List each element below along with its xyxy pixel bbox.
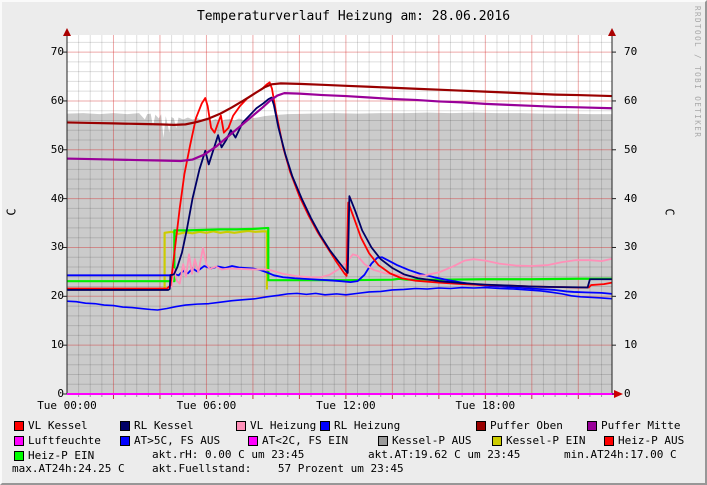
chart-title: Temperaturverlauf Heizung am: 28.06.2016 [196, 9, 511, 24]
legend-label: Luftfeuchte [28, 434, 101, 447]
y-tick-label-right: 70 [624, 45, 638, 59]
series-rl-kessel [67, 96, 612, 291]
y-axis-unit-right: C [662, 208, 677, 216]
legend-swatch-icon [604, 436, 614, 446]
legend-swatch-icon [378, 436, 388, 446]
legend-swatch-icon [120, 436, 130, 446]
status-fuellstand: akt.Fuellstand: 57 Prozent um 23:45 [152, 462, 404, 475]
y-tick-label-left: 20 [50, 289, 64, 303]
y-tick-label-left: 70 [50, 45, 64, 59]
grid-major [67, 35, 612, 399]
legend-swatch-icon [248, 436, 258, 446]
legend-label: RL Heizung [334, 419, 401, 432]
y-axis-unit-left: C [4, 208, 19, 216]
y-tick-label-right: 40 [624, 191, 638, 205]
legend-swatch-icon [320, 421, 330, 431]
legend-label: Kessel-P AUS [392, 434, 472, 447]
fuellstand-area [67, 112, 612, 394]
legend-label: VL Kessel [28, 419, 88, 432]
x-tick-label: Tue 06:00 [176, 399, 237, 412]
legend-swatch-icon [476, 421, 486, 431]
legend-label: Puffer Oben [490, 419, 563, 432]
x-tick-label: Tue 18:00 [455, 399, 516, 412]
x-tick-label: Tue 12:00 [316, 399, 376, 412]
y-tick-label-right: 20 [624, 289, 638, 303]
legend-label: AT<2C, FS EIN [262, 434, 349, 447]
y-tick-label-left: 30 [50, 240, 64, 254]
x-axis-arrow [614, 390, 623, 398]
legend-swatch-icon [236, 421, 246, 431]
y-tick-label-right: 0 [624, 387, 631, 400]
legend-label: Kessel-P EIN [506, 434, 586, 447]
status-min-at24h: min.AT24h:17.00 C [564, 448, 677, 461]
y-tick-label-left: 10 [50, 338, 64, 352]
axes [63, 28, 623, 398]
legend-swatch-icon [587, 421, 597, 431]
y-axis-arrow-left [63, 28, 71, 36]
legend-label: AT>5C, FS AUS [134, 434, 221, 447]
series-heiz-p-ein [67, 226, 612, 283]
legend-swatch-icon [14, 436, 24, 446]
y-tick-label-right: 50 [624, 142, 638, 156]
legend-swatch-icon [14, 451, 24, 461]
y-axis-arrow-right [608, 28, 616, 36]
legend-label: Heiz-P AUS [618, 434, 685, 447]
series-at [66, 286, 613, 311]
legend-swatch-icon [492, 436, 502, 446]
status-akt-at: akt.AT:19.62 C um 23:45 [368, 448, 521, 461]
y-tick-label-left: 50 [50, 142, 64, 156]
y-tick-label-left: 0 [57, 387, 64, 400]
legend-label: Puffer Mitte [601, 419, 681, 432]
legend-label: Heiz-P EIN [28, 449, 95, 462]
status-max-at24h: max.AT24h:24.25 C [12, 462, 125, 475]
y-tick-label-right: 60 [624, 93, 638, 107]
series-puffer-oben [66, 82, 613, 126]
status-akt-rh: akt.rH: 0.00 C um 23:45 [152, 448, 305, 461]
y-tick-label-left: 60 [50, 93, 64, 107]
series-puffer-mitte [66, 92, 613, 163]
legend-label: RL Kessel [134, 419, 194, 432]
series-vl-heizung [67, 247, 613, 290]
series-lines [66, 81, 613, 395]
y-tick-label-right: 10 [624, 338, 638, 352]
legend-swatch-icon [120, 421, 130, 431]
legend-swatch-icon [14, 421, 24, 431]
y-tick-label-left: 40 [50, 191, 64, 205]
x-tick-label: Tue 00:00 [37, 399, 97, 412]
rrdtool-watermark: RRDTOOL / TOBI OETIKER [693, 6, 702, 139]
y-tick-label-right: 30 [624, 240, 638, 254]
legend-label: VL Heizung [250, 419, 317, 432]
